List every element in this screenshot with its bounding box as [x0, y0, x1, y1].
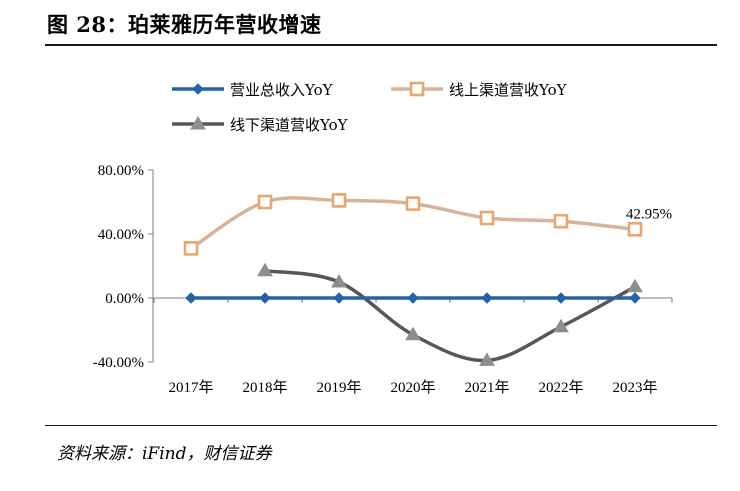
data-point — [259, 292, 271, 304]
data-point — [553, 213, 569, 229]
y-tick-label: 40.00% — [98, 227, 144, 243]
data-point — [331, 274, 347, 288]
x-tick-label: 2022年 — [538, 379, 583, 396]
series-layer — [183, 193, 643, 366]
data-point — [627, 221, 643, 237]
figure-title: 图 28：珀莱雅历年营收增速 — [47, 12, 322, 37]
x-tick-label: 2023年 — [612, 379, 657, 396]
x-tick-label: 2017年 — [168, 379, 213, 396]
series-2 — [257, 262, 643, 366]
legend: 营业总收入YoY 线上渠道营收YoY 线下渠道营收YoY — [172, 81, 568, 134]
data-point — [627, 278, 643, 293]
y-tick-label: 80.00% — [98, 163, 144, 179]
x-tick-label: 2021年 — [464, 379, 509, 396]
data-point — [405, 196, 421, 211]
data-point — [481, 292, 493, 304]
source-rule — [45, 425, 717, 426]
legend-label: 线下渠道营收YoY — [230, 116, 349, 134]
legend-item: 营业总收入YoY — [172, 81, 334, 99]
data-point — [257, 194, 273, 210]
data-point — [257, 262, 273, 277]
legend-label: 线上渠道营收YoY — [449, 81, 568, 99]
x-tick-label: 2018年 — [242, 379, 287, 396]
data-label: 42.95% — [626, 206, 672, 222]
data-point — [331, 193, 347, 208]
data-point — [479, 352, 495, 366]
data-point — [553, 318, 569, 333]
source-note: 资料来源：iFind，财信证券 — [57, 444, 272, 464]
data-point — [629, 292, 641, 304]
legend-swatch-marker — [409, 81, 425, 97]
x-tick-label: 2020年 — [390, 379, 435, 396]
series-1 — [183, 193, 643, 256]
legend-swatch-marker — [192, 83, 204, 95]
data-point — [407, 292, 419, 304]
y-tick-label: 0.00% — [105, 291, 144, 307]
y-tick-label: -40.00% — [93, 355, 144, 371]
data-point — [183, 241, 199, 256]
legend-swatch-marker — [190, 116, 206, 130]
title-rule — [45, 44, 717, 46]
x-tick-label: 2019年 — [316, 379, 361, 396]
data-point — [479, 210, 495, 226]
data-point — [185, 292, 197, 304]
legend-label: 营业总收入YoY — [230, 81, 334, 99]
data-point — [405, 326, 421, 341]
data-point — [333, 292, 345, 304]
series-0 — [185, 292, 641, 304]
labels-layer: 42.95% — [626, 206, 672, 222]
legend-item: 线上渠道营收YoY — [391, 81, 568, 99]
axes: 80.00% 40.00% 0.00% -40.00% 2017年 2018年 2019年 2… — [93, 163, 673, 396]
series-line — [263, 269, 637, 363]
legend-item: 线下渠道营收YoY — [172, 116, 349, 134]
data-point — [555, 292, 567, 304]
